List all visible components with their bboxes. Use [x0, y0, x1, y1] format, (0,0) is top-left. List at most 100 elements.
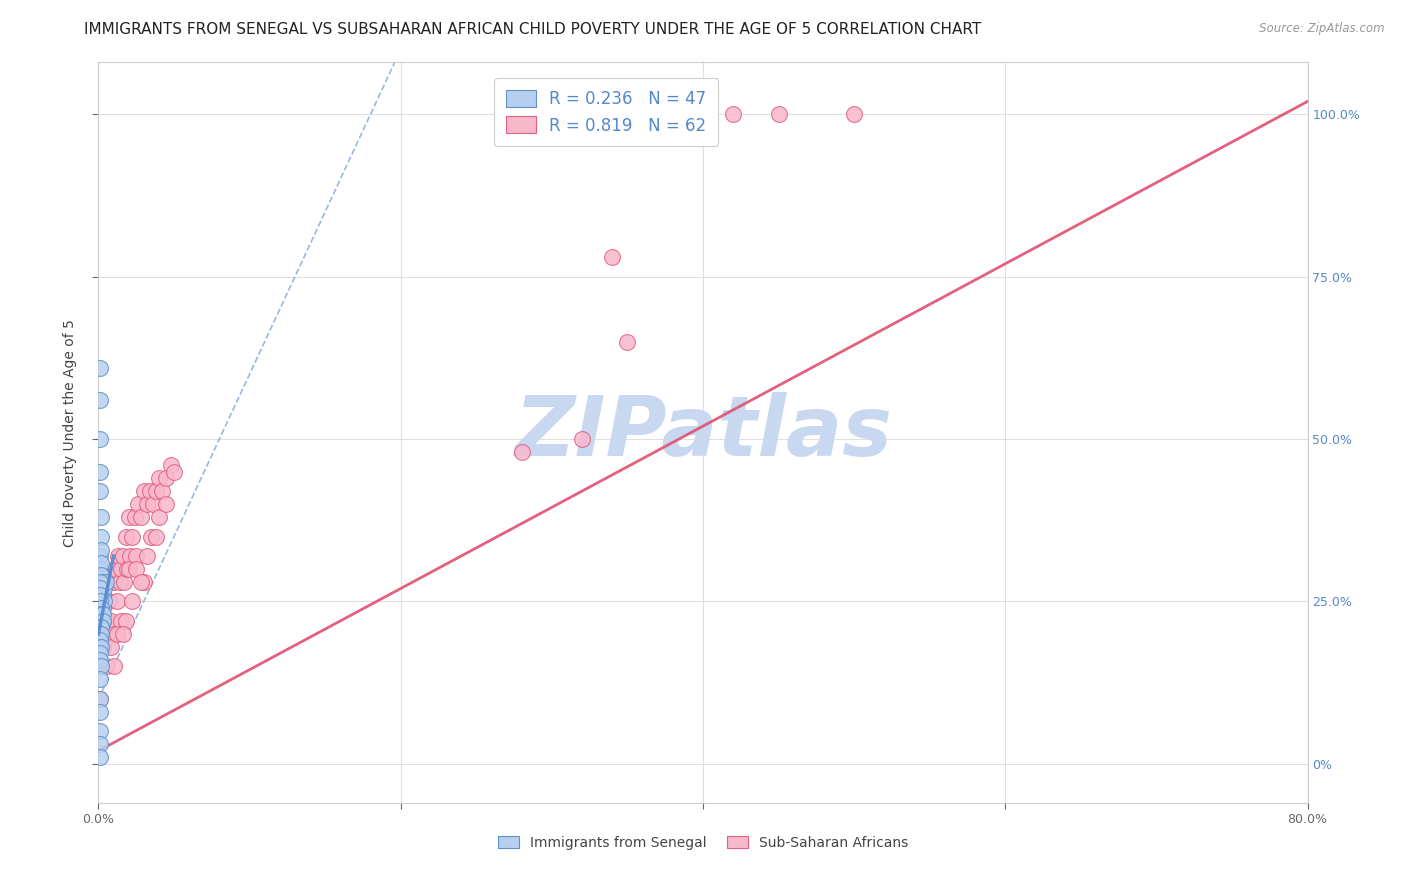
- Point: [91, 614, 114, 628]
- Point: [105, 627, 128, 641]
- Point: [114, 614, 136, 628]
- Point: [89, 705, 111, 719]
- Point: [89, 465, 111, 479]
- Point: [90, 640, 112, 654]
- Point: [125, 549, 148, 563]
- Point: [89, 432, 111, 446]
- Point: [103, 574, 125, 589]
- Point: [114, 529, 136, 543]
- Point: [89, 620, 111, 634]
- Point: [89, 562, 111, 576]
- Point: [89, 692, 111, 706]
- Point: [89, 360, 111, 375]
- Point: [110, 562, 132, 576]
- Point: [89, 574, 111, 589]
- Point: [90, 594, 112, 608]
- Point: [90, 659, 112, 673]
- Point: [96, 627, 118, 641]
- Point: [692, 107, 714, 121]
- Point: [108, 574, 131, 589]
- Point: [121, 529, 143, 543]
- Point: [139, 484, 162, 499]
- Point: [132, 574, 155, 589]
- Point: [844, 107, 866, 121]
- Point: [132, 484, 155, 499]
- Point: [110, 614, 132, 628]
- Point: [91, 640, 114, 654]
- Point: [145, 484, 167, 499]
- Point: [571, 432, 593, 446]
- Point: [160, 458, 183, 472]
- Point: [111, 627, 134, 641]
- Point: [510, 445, 533, 459]
- Point: [118, 510, 141, 524]
- Point: [118, 562, 141, 576]
- Point: [89, 594, 111, 608]
- Point: [90, 601, 112, 615]
- Point: [93, 627, 115, 641]
- Point: [89, 633, 111, 648]
- Point: [135, 549, 157, 563]
- Point: [89, 673, 111, 687]
- Point: [98, 594, 121, 608]
- Point: [150, 484, 173, 499]
- Point: [91, 574, 114, 589]
- Point: [100, 640, 122, 654]
- Point: [125, 562, 148, 576]
- Point: [89, 627, 111, 641]
- Point: [616, 334, 638, 349]
- Point: [90, 607, 112, 622]
- Point: [107, 549, 129, 563]
- Point: [93, 582, 115, 596]
- Text: IMMIGRANTS FROM SENEGAL VS SUBSAHARAN AFRICAN CHILD POVERTY UNDER THE AGE OF 5 C: IMMIGRANTS FROM SENEGAL VS SUBSAHARAN AF…: [84, 22, 981, 37]
- Point: [141, 529, 163, 543]
- Point: [100, 614, 122, 628]
- Point: [90, 659, 112, 673]
- Point: [91, 588, 114, 602]
- Point: [90, 556, 112, 570]
- Point: [93, 594, 115, 608]
- Point: [145, 529, 167, 543]
- Point: [135, 497, 157, 511]
- Point: [124, 510, 146, 524]
- Point: [91, 601, 114, 615]
- Point: [89, 484, 111, 499]
- Point: [91, 614, 114, 628]
- Point: [94, 659, 117, 673]
- Legend: Immigrants from Senegal, Sub-Saharan Africans: Immigrants from Senegal, Sub-Saharan Afr…: [492, 830, 914, 855]
- Point: [148, 510, 170, 524]
- Point: [89, 724, 111, 739]
- Point: [91, 607, 114, 622]
- Point: [129, 510, 152, 524]
- Point: [89, 640, 111, 654]
- Point: [89, 549, 111, 563]
- Point: [101, 574, 124, 589]
- Point: [104, 562, 127, 576]
- Point: [89, 737, 111, 751]
- Point: [89, 750, 111, 764]
- Point: [111, 549, 134, 563]
- Point: [155, 471, 177, 485]
- Point: [90, 620, 112, 634]
- Point: [94, 574, 117, 589]
- Y-axis label: Child Poverty Under the Age of 5: Child Poverty Under the Age of 5: [63, 318, 77, 547]
- Point: [90, 627, 112, 641]
- Text: Source: ZipAtlas.com: Source: ZipAtlas.com: [1260, 22, 1385, 36]
- Point: [89, 692, 111, 706]
- Point: [115, 562, 138, 576]
- Point: [90, 614, 112, 628]
- Point: [142, 497, 165, 511]
- Point: [90, 542, 112, 557]
- Point: [89, 647, 111, 661]
- Point: [163, 465, 186, 479]
- Point: [90, 582, 112, 596]
- Point: [89, 653, 111, 667]
- Point: [723, 107, 745, 121]
- Point: [112, 574, 135, 589]
- Point: [89, 582, 111, 596]
- Text: ZIPatlas: ZIPatlas: [515, 392, 891, 473]
- Point: [121, 594, 143, 608]
- Point: [602, 250, 624, 264]
- Point: [155, 497, 177, 511]
- Point: [94, 614, 117, 628]
